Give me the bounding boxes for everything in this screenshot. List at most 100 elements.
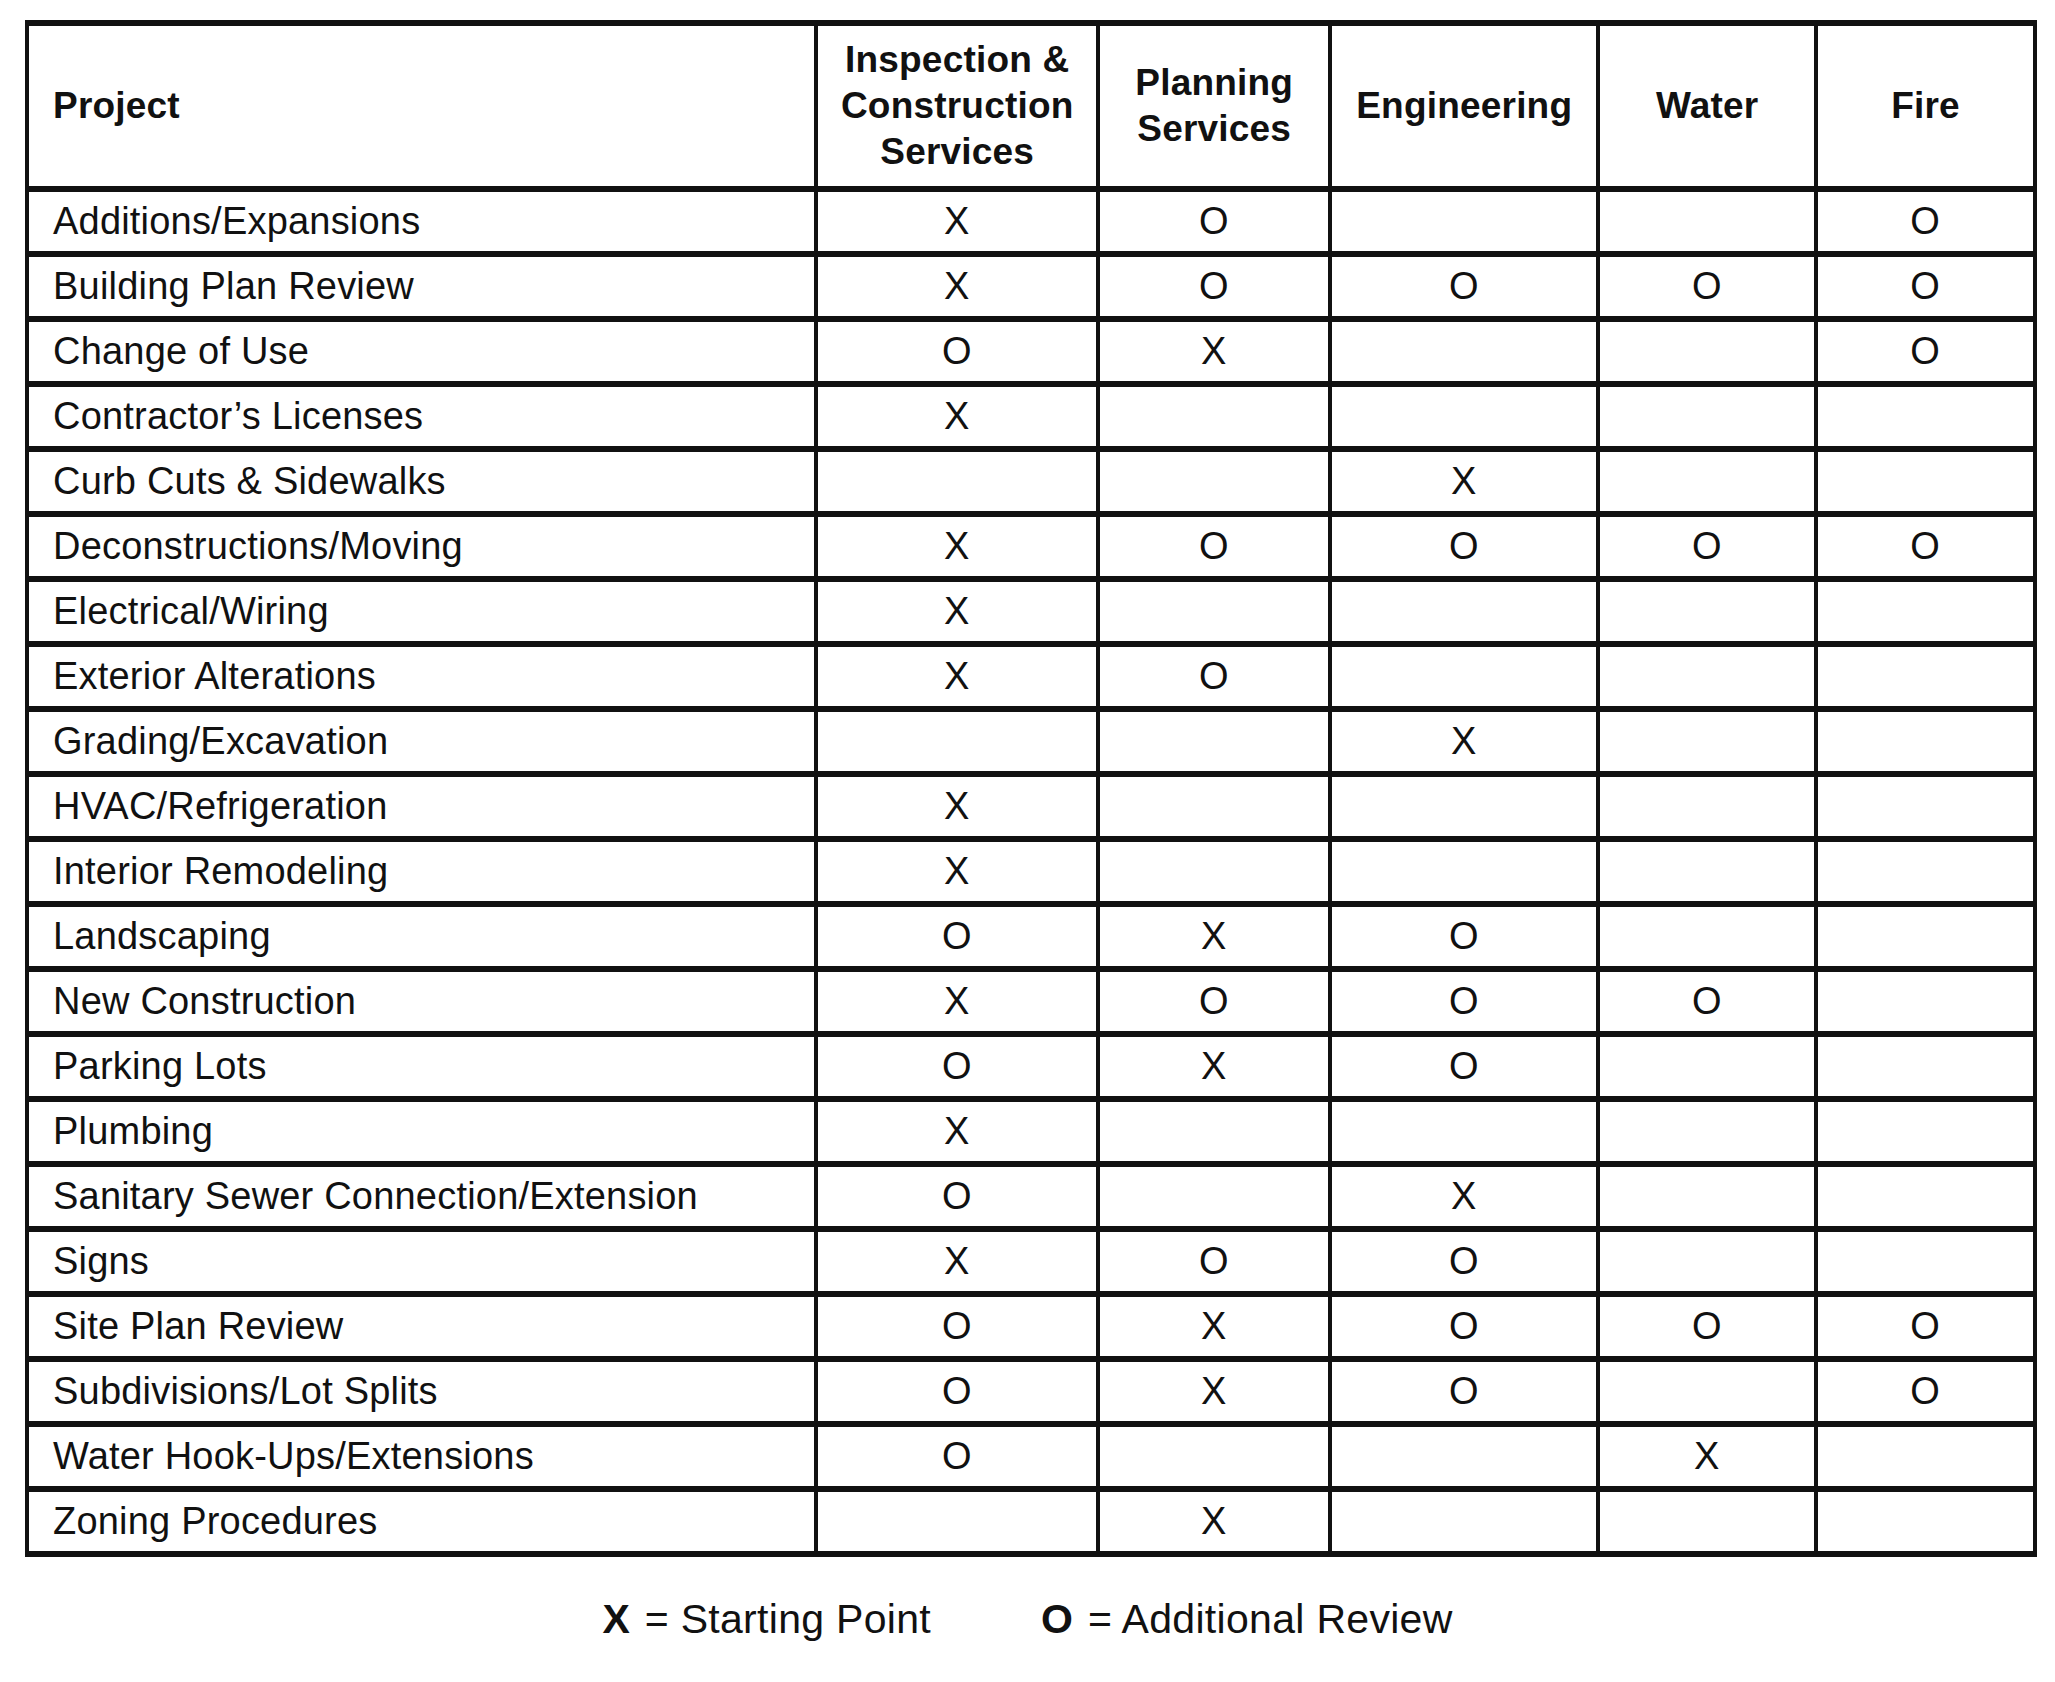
permit-routing-page: Project Inspection & Construction Servic… — [0, 0, 2055, 1682]
project-name-cell: Curb Cuts & Sidewalks — [27, 449, 816, 514]
mark-cell-inspection-construction-services: X — [816, 384, 1098, 449]
mark-cell-fire — [1816, 839, 2035, 904]
column-header-planning-services: Planning Services — [1098, 23, 1330, 189]
mark-cell-fire — [1816, 1164, 2035, 1229]
table-row: Contractor’s Licenses X — [27, 384, 2035, 449]
mark-cell-engineering — [1330, 384, 1598, 449]
project-name-cell: Parking Lots — [27, 1034, 816, 1099]
mark-cell-planning-services: O — [1098, 1229, 1330, 1294]
mark-cell-planning-services: O — [1098, 514, 1330, 579]
table-row: Zoning Procedures X — [27, 1489, 2035, 1554]
mark-cell-inspection-construction-services: O — [816, 1034, 1098, 1099]
table-row: Grading/Excavation X — [27, 709, 2035, 774]
mark-cell-water — [1598, 644, 1816, 709]
mark-cell-inspection-construction-services — [816, 709, 1098, 774]
mark-cell-inspection-construction-services: X — [816, 1229, 1098, 1294]
mark-cell-inspection-construction-services — [816, 1489, 1098, 1554]
mark-cell-water — [1598, 449, 1816, 514]
mark-cell-fire — [1816, 1424, 2035, 1489]
mark-cell-water — [1598, 579, 1816, 644]
mark-cell-planning-services — [1098, 384, 1330, 449]
legend-item-starting-point: X = Starting Point — [602, 1596, 931, 1643]
project-name-cell: Landscaping — [27, 904, 816, 969]
project-name-cell: Water Hook-Ups/Extensions — [27, 1424, 816, 1489]
mark-cell-fire: O — [1816, 254, 2035, 319]
mark-cell-fire — [1816, 904, 2035, 969]
mark-cell-fire — [1816, 449, 2035, 514]
legend-x-symbol: X — [602, 1596, 630, 1643]
mark-cell-fire: O — [1816, 1359, 2035, 1424]
table-row: Electrical/Wiring X — [27, 579, 2035, 644]
legend-x-label: = Starting Point — [645, 1596, 931, 1643]
project-name-cell: Zoning Procedures — [27, 1489, 816, 1554]
mark-cell-engineering — [1330, 839, 1598, 904]
table-row: Interior Remodeling X — [27, 839, 2035, 904]
mark-cell-fire — [1816, 709, 2035, 774]
mark-cell-engineering: X — [1330, 449, 1598, 514]
project-name-cell: Interior Remodeling — [27, 839, 816, 904]
project-name-cell: Sanitary Sewer Connection/Extension — [27, 1164, 816, 1229]
mark-cell-planning-services: X — [1098, 1034, 1330, 1099]
mark-cell-planning-services — [1098, 709, 1330, 774]
column-header-project: Project — [27, 23, 816, 189]
mark-cell-fire — [1816, 1489, 2035, 1554]
mark-cell-fire: O — [1816, 319, 2035, 384]
table-row: HVAC/Refrigeration X — [27, 774, 2035, 839]
table-row: Subdivisions/Lot Splits O X O O — [27, 1359, 2035, 1424]
mark-cell-water: O — [1598, 514, 1816, 579]
mark-cell-inspection-construction-services: O — [816, 1164, 1098, 1229]
header-row: Project Inspection & Construction Servic… — [27, 23, 2035, 189]
table-row: Curb Cuts & Sidewalks X — [27, 449, 2035, 514]
mark-cell-planning-services: O — [1098, 254, 1330, 319]
table-row: Signs X O O — [27, 1229, 2035, 1294]
legend-item-additional-review: O = Additional Review — [1041, 1596, 1453, 1643]
mark-cell-engineering: O — [1330, 1034, 1598, 1099]
mark-cell-inspection-construction-services: X — [816, 839, 1098, 904]
mark-cell-water: O — [1598, 254, 1816, 319]
project-name-cell: Signs — [27, 1229, 816, 1294]
mark-cell-inspection-construction-services: X — [816, 189, 1098, 254]
mark-cell-water — [1598, 189, 1816, 254]
mark-cell-engineering: O — [1330, 254, 1598, 319]
legend-o-label: = Additional Review — [1088, 1596, 1453, 1643]
mark-cell-inspection-construction-services: X — [816, 1099, 1098, 1164]
project-name-cell: Exterior Alterations — [27, 644, 816, 709]
mark-cell-fire — [1816, 1034, 2035, 1099]
column-header-inspection-construction-services: Inspection & Construction Services — [816, 23, 1098, 189]
mark-cell-engineering — [1330, 774, 1598, 839]
table-row: Site Plan Review O X O O O — [27, 1294, 2035, 1359]
table-row: Parking Lots O X O — [27, 1034, 2035, 1099]
project-name-cell: Grading/Excavation — [27, 709, 816, 774]
mark-cell-inspection-construction-services: X — [816, 254, 1098, 319]
mark-cell-planning-services — [1098, 839, 1330, 904]
mark-cell-engineering: O — [1330, 1229, 1598, 1294]
mark-cell-planning-services: X — [1098, 1294, 1330, 1359]
column-header-water: Water — [1598, 23, 1816, 189]
mark-cell-inspection-construction-services: O — [816, 1294, 1098, 1359]
column-header-engineering: Engineering — [1330, 23, 1598, 189]
mark-cell-planning-services — [1098, 774, 1330, 839]
mark-cell-water — [1598, 1034, 1816, 1099]
table-row: Building Plan Review X O O O O — [27, 254, 2035, 319]
mark-cell-water — [1598, 1099, 1816, 1164]
column-header-fire: Fire — [1816, 23, 2035, 189]
table-row: Additions/Expansions X O O — [27, 189, 2035, 254]
mark-cell-fire — [1816, 969, 2035, 1034]
mark-cell-planning-services: O — [1098, 969, 1330, 1034]
mark-cell-fire — [1816, 1229, 2035, 1294]
table-row: Exterior Alterations X O — [27, 644, 2035, 709]
mark-cell-engineering — [1330, 1489, 1598, 1554]
mark-cell-planning-services: X — [1098, 1359, 1330, 1424]
mark-cell-fire — [1816, 384, 2035, 449]
mark-cell-inspection-construction-services: O — [816, 1359, 1098, 1424]
mark-cell-engineering: O — [1330, 904, 1598, 969]
mark-cell-engineering — [1330, 579, 1598, 644]
mark-cell-planning-services — [1098, 449, 1330, 514]
mark-cell-engineering — [1330, 1424, 1598, 1489]
mark-cell-water: X — [1598, 1424, 1816, 1489]
mark-cell-planning-services — [1098, 1164, 1330, 1229]
mark-cell-inspection-construction-services: X — [816, 579, 1098, 644]
project-name-cell: Building Plan Review — [27, 254, 816, 319]
table-row: Sanitary Sewer Connection/Extension O X — [27, 1164, 2035, 1229]
project-name-cell: Deconstructions/Moving — [27, 514, 816, 579]
